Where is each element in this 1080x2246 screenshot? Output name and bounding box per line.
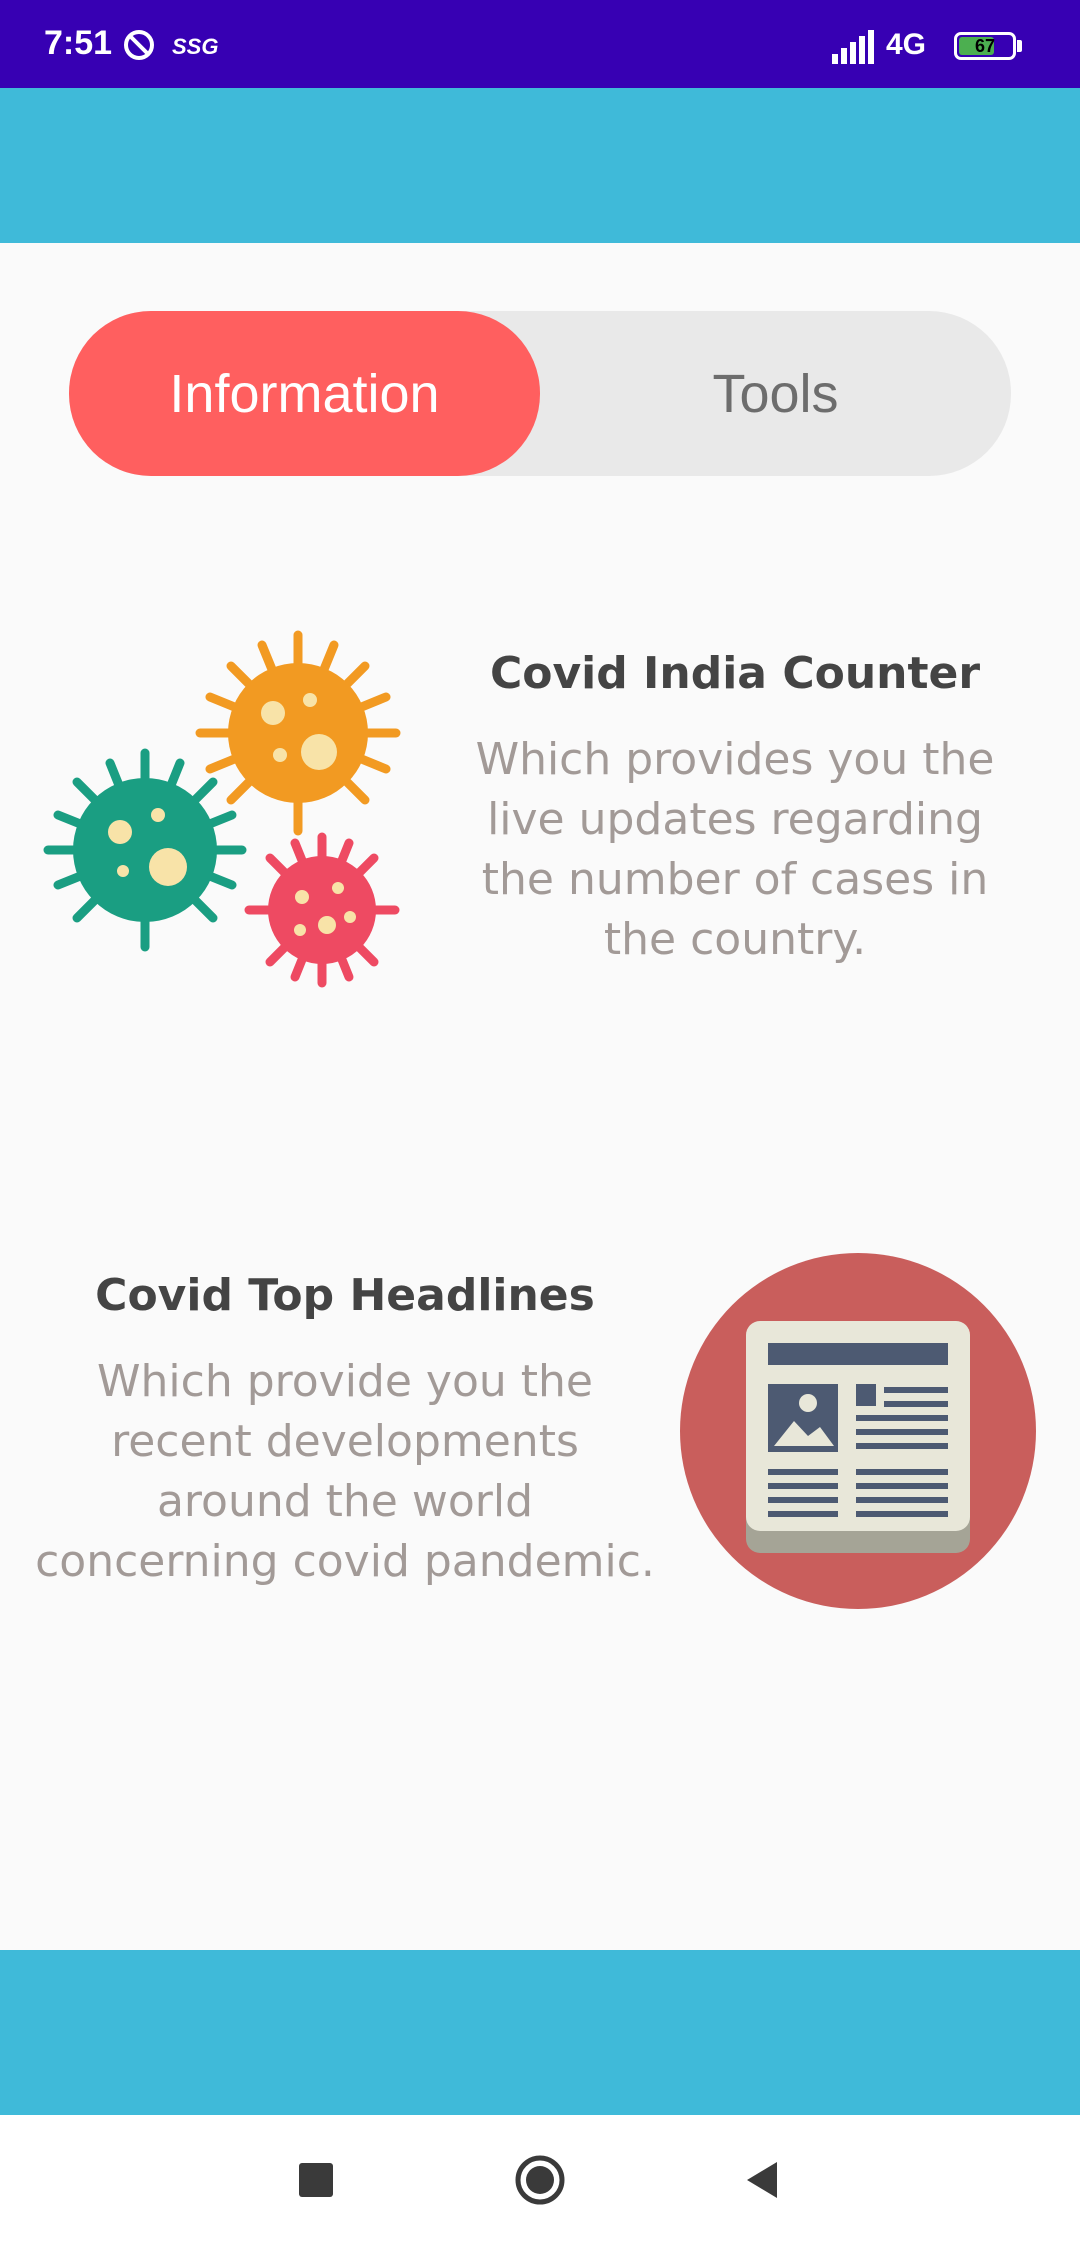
battery-icon: 67 bbox=[954, 32, 1016, 60]
card-title-covid-counter: Covid India Counter bbox=[489, 648, 981, 699]
signal-icon bbox=[832, 30, 874, 64]
status-time: 7:51 bbox=[44, 24, 113, 62]
status-bar: 7:51 SSG 4G 67 bbox=[0, 0, 1080, 88]
app-bar bbox=[0, 88, 1080, 243]
newspaper-icon bbox=[680, 1253, 1036, 1609]
battery-fill bbox=[959, 37, 994, 55]
tab-tools[interactable]: Tools bbox=[712, 363, 839, 424]
card-description-top-headlines: Which provide you the recent development… bbox=[35, 1356, 655, 1587]
card-description-covid-counter: Which provides you the live updates rega… bbox=[475, 734, 995, 965]
carrier-label: SSG bbox=[172, 34, 219, 59]
tab-information[interactable]: Information bbox=[69, 311, 540, 476]
back-triangle-icon[interactable] bbox=[733, 2150, 793, 2210]
bottom-app-bar bbox=[0, 1950, 1080, 2115]
battery-level-label: 67 bbox=[974, 36, 996, 56]
card-title-top-headlines: Covid Top Headlines bbox=[95, 1270, 595, 1321]
segmented-tab-control: Tools Information bbox=[69, 311, 1011, 476]
network-type-label: 4G bbox=[886, 28, 927, 61]
recents-square-icon[interactable] bbox=[286, 2150, 346, 2210]
virus-icon bbox=[43, 630, 401, 988]
home-circle-icon[interactable] bbox=[510, 2150, 570, 2210]
battery-tip bbox=[1017, 40, 1022, 52]
do-not-disturb-icon bbox=[124, 30, 154, 60]
